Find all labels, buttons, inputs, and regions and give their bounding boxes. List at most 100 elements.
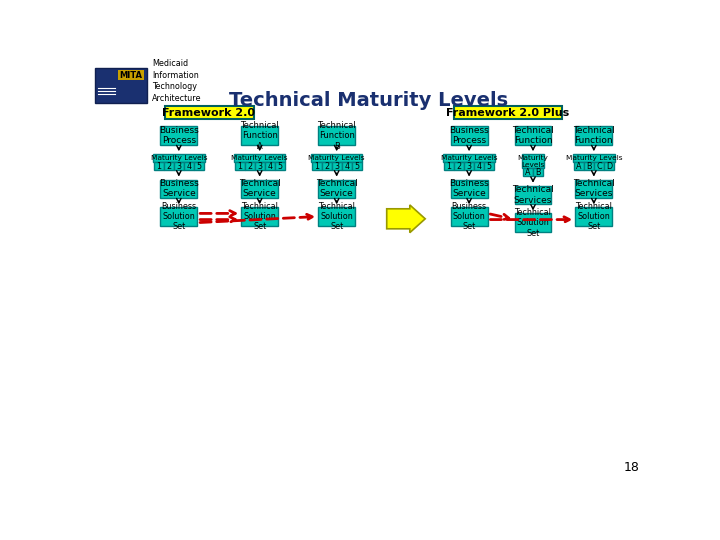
- Text: Maturity
Levels: Maturity Levels: [518, 154, 549, 167]
- Text: A: A: [526, 168, 531, 177]
- Text: 2: 2: [166, 161, 171, 171]
- Text: Business
Service: Business Service: [159, 179, 199, 199]
- FancyBboxPatch shape: [318, 126, 355, 145]
- Text: 2: 2: [247, 161, 252, 171]
- Text: D: D: [606, 161, 612, 171]
- FancyBboxPatch shape: [594, 162, 604, 170]
- Text: Technical
Service: Technical Service: [316, 179, 358, 199]
- FancyBboxPatch shape: [451, 207, 487, 226]
- Text: 2: 2: [324, 161, 329, 171]
- Text: 3: 3: [257, 161, 262, 171]
- FancyBboxPatch shape: [318, 179, 355, 198]
- FancyBboxPatch shape: [515, 213, 552, 232]
- FancyBboxPatch shape: [265, 162, 274, 170]
- Text: 4: 4: [267, 161, 272, 171]
- Text: Maturity Levels: Maturity Levels: [231, 155, 288, 161]
- FancyBboxPatch shape: [322, 162, 332, 170]
- FancyBboxPatch shape: [234, 154, 285, 162]
- FancyBboxPatch shape: [174, 162, 184, 170]
- Text: Technical
Solution
Set: Technical Solution Set: [241, 201, 278, 231]
- FancyBboxPatch shape: [454, 162, 464, 170]
- Text: 5: 5: [197, 161, 202, 171]
- FancyBboxPatch shape: [604, 162, 614, 170]
- Text: Business
Process: Business Process: [159, 126, 199, 145]
- FancyBboxPatch shape: [161, 207, 197, 226]
- FancyBboxPatch shape: [318, 207, 355, 226]
- Text: Business
Solution
Set: Business Solution Set: [161, 201, 197, 231]
- FancyBboxPatch shape: [533, 168, 543, 177]
- FancyBboxPatch shape: [484, 162, 494, 170]
- FancyBboxPatch shape: [464, 162, 474, 170]
- FancyBboxPatch shape: [523, 168, 533, 177]
- Text: Technical
Solution
Set: Technical Solution Set: [318, 201, 355, 231]
- Text: 3: 3: [334, 161, 339, 171]
- FancyBboxPatch shape: [165, 106, 253, 119]
- Text: 3: 3: [176, 161, 181, 171]
- FancyBboxPatch shape: [235, 162, 245, 170]
- FancyBboxPatch shape: [312, 162, 322, 170]
- FancyBboxPatch shape: [342, 162, 351, 170]
- FancyBboxPatch shape: [161, 126, 197, 145]
- FancyBboxPatch shape: [573, 154, 615, 162]
- Text: Maturity Levels: Maturity Levels: [150, 155, 207, 161]
- Text: MITA: MITA: [120, 71, 143, 80]
- FancyBboxPatch shape: [194, 162, 204, 170]
- FancyBboxPatch shape: [584, 162, 594, 170]
- Text: Medicaid
Information
Technology
Architecture: Medicaid Information Technology Architec…: [152, 59, 202, 103]
- Text: Technical
Services: Technical Services: [573, 179, 615, 199]
- Text: 2: 2: [456, 161, 462, 171]
- Text: Technical
Service: Technical Service: [239, 179, 281, 199]
- Text: 4: 4: [344, 161, 349, 171]
- Text: Framework 2.0: Framework 2.0: [162, 107, 256, 118]
- FancyBboxPatch shape: [444, 154, 495, 162]
- FancyBboxPatch shape: [161, 179, 197, 198]
- Text: B: B: [535, 168, 541, 177]
- FancyBboxPatch shape: [515, 186, 552, 204]
- Text: 1: 1: [237, 161, 242, 171]
- Text: Technical
Function: Technical Function: [573, 126, 615, 145]
- Text: Business
Service: Business Service: [449, 179, 489, 199]
- FancyBboxPatch shape: [332, 162, 342, 170]
- FancyBboxPatch shape: [274, 162, 284, 170]
- Text: C: C: [596, 161, 602, 171]
- FancyBboxPatch shape: [311, 154, 362, 162]
- Text: 3: 3: [467, 161, 472, 171]
- FancyBboxPatch shape: [515, 126, 552, 145]
- Text: Technical Maturity Levels: Technical Maturity Levels: [230, 91, 508, 111]
- Text: 5: 5: [354, 161, 359, 171]
- FancyBboxPatch shape: [163, 162, 174, 170]
- Text: Technical
Function
B: Technical Function B: [318, 121, 356, 151]
- Text: 1: 1: [446, 161, 451, 171]
- Text: Business
Solution
Set: Business Solution Set: [451, 201, 487, 231]
- FancyBboxPatch shape: [351, 162, 361, 170]
- FancyBboxPatch shape: [574, 162, 584, 170]
- Text: Technical
Services: Technical Services: [512, 185, 554, 205]
- Text: 4: 4: [477, 161, 482, 171]
- FancyBboxPatch shape: [451, 126, 487, 145]
- FancyBboxPatch shape: [444, 162, 454, 170]
- Text: A: A: [576, 161, 582, 171]
- Text: 1: 1: [156, 161, 161, 171]
- FancyBboxPatch shape: [575, 207, 612, 226]
- FancyArrow shape: [387, 205, 426, 233]
- FancyBboxPatch shape: [241, 126, 278, 145]
- Text: Technical
Solution
Set: Technical Solution Set: [575, 201, 612, 231]
- Text: Maturity Levels: Maturity Levels: [308, 155, 365, 161]
- FancyBboxPatch shape: [255, 162, 265, 170]
- Text: 5: 5: [487, 161, 492, 171]
- Text: Technical
Function
A: Technical Function A: [240, 121, 279, 151]
- Text: 1: 1: [314, 161, 319, 171]
- FancyBboxPatch shape: [95, 68, 148, 103]
- FancyBboxPatch shape: [184, 162, 194, 170]
- FancyBboxPatch shape: [118, 70, 144, 80]
- Text: Technical
Solution
Set: Technical Solution Set: [515, 208, 552, 238]
- Text: 4: 4: [186, 161, 192, 171]
- FancyBboxPatch shape: [474, 162, 484, 170]
- FancyBboxPatch shape: [451, 179, 487, 198]
- FancyBboxPatch shape: [522, 154, 544, 168]
- Text: Technical
Function: Technical Function: [512, 126, 554, 145]
- Text: Maturity Levels: Maturity Levels: [566, 155, 622, 161]
- FancyBboxPatch shape: [153, 154, 204, 162]
- Text: Framework 2.0 Plus: Framework 2.0 Plus: [446, 107, 570, 118]
- FancyBboxPatch shape: [245, 162, 255, 170]
